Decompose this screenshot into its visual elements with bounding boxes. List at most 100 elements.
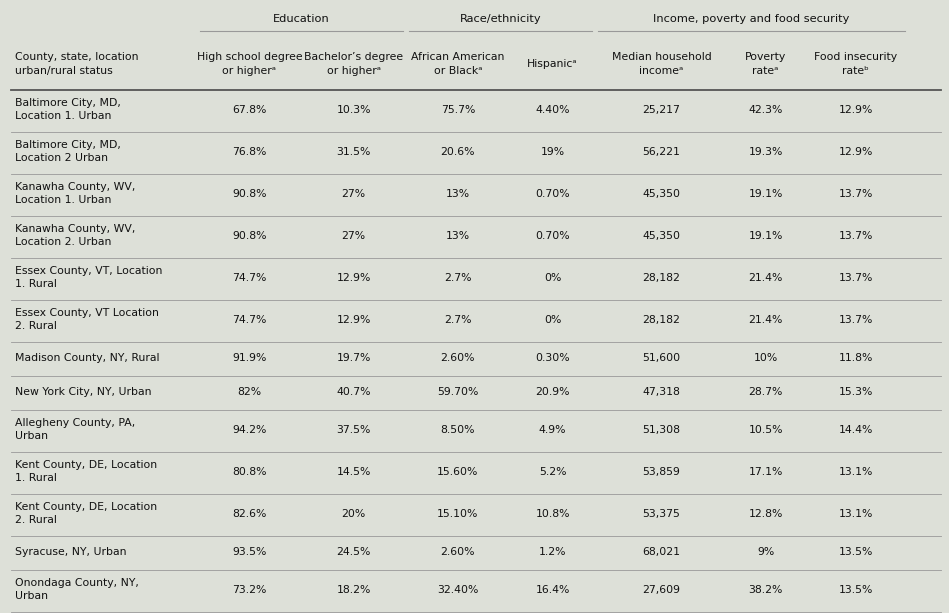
Text: 13.1%: 13.1% — [839, 466, 873, 477]
Text: 13.5%: 13.5% — [839, 585, 873, 595]
Text: 11.8%: 11.8% — [839, 353, 873, 363]
Text: 74.7%: 74.7% — [233, 314, 267, 325]
Text: Kanawha County, WV,
Location 2. Urban: Kanawha County, WV, Location 2. Urban — [15, 224, 136, 247]
Text: 56,221: 56,221 — [642, 147, 680, 157]
Text: Poverty
rateᵃ: Poverty rateᵃ — [745, 52, 787, 75]
Text: Race/ethnicity: Race/ethnicity — [459, 14, 541, 25]
Text: 94.2%: 94.2% — [233, 425, 267, 435]
Text: 16.4%: 16.4% — [535, 585, 569, 595]
Text: 90.8%: 90.8% — [233, 189, 267, 199]
Text: 37.5%: 37.5% — [337, 425, 371, 435]
Text: Allegheny County, PA,
Urban: Allegheny County, PA, Urban — [15, 418, 136, 441]
Text: 10.3%: 10.3% — [336, 105, 371, 115]
Text: 68,021: 68,021 — [642, 547, 680, 557]
Text: 13.7%: 13.7% — [839, 230, 873, 241]
Text: 0.70%: 0.70% — [535, 230, 570, 241]
Text: Kent County, DE, Location
2. Rural: Kent County, DE, Location 2. Rural — [15, 502, 158, 525]
Text: 53,375: 53,375 — [642, 509, 680, 519]
Text: 17.1%: 17.1% — [749, 466, 783, 477]
Text: 12.9%: 12.9% — [839, 105, 873, 115]
Text: 38.2%: 38.2% — [749, 585, 783, 595]
Text: 10.8%: 10.8% — [535, 509, 570, 519]
Text: 93.5%: 93.5% — [233, 547, 267, 557]
Text: 45,350: 45,350 — [642, 230, 680, 241]
Text: 73.2%: 73.2% — [233, 585, 267, 595]
Text: Income, poverty and food security: Income, poverty and food security — [654, 14, 850, 25]
Text: 32.40%: 32.40% — [437, 585, 478, 595]
Text: 12.9%: 12.9% — [337, 273, 371, 283]
Text: Madison County, NY, Rural: Madison County, NY, Rural — [15, 353, 159, 363]
Text: 0.70%: 0.70% — [535, 189, 570, 199]
Text: 13%: 13% — [446, 189, 470, 199]
Text: 42.3%: 42.3% — [749, 105, 783, 115]
Text: 15.60%: 15.60% — [437, 466, 478, 477]
Text: Food insecurity
rateᵇ: Food insecurity rateᵇ — [814, 52, 898, 75]
Text: 15.3%: 15.3% — [839, 387, 873, 397]
Text: 20.6%: 20.6% — [440, 147, 475, 157]
Text: Education: Education — [273, 14, 330, 25]
Text: 2.7%: 2.7% — [444, 273, 472, 283]
Text: Baltimore City, MD,
Location 2 Urban: Baltimore City, MD, Location 2 Urban — [15, 140, 121, 163]
Text: 24.5%: 24.5% — [337, 547, 371, 557]
Text: 59.70%: 59.70% — [437, 387, 478, 397]
Text: Bachelor’s degree
or higherᵃ: Bachelor’s degree or higherᵃ — [304, 52, 403, 75]
Text: 12.8%: 12.8% — [749, 509, 783, 519]
Text: 13.7%: 13.7% — [839, 189, 873, 199]
Text: 80.8%: 80.8% — [233, 466, 267, 477]
Text: Essex County, VT Location
2. Rural: Essex County, VT Location 2. Rural — [15, 308, 159, 331]
Text: 14.5%: 14.5% — [337, 466, 371, 477]
Text: 13%: 13% — [446, 230, 470, 241]
Text: 14.4%: 14.4% — [839, 425, 873, 435]
Text: County, state, location
urban/rural status: County, state, location urban/rural stat… — [15, 52, 139, 75]
Text: 51,308: 51,308 — [642, 425, 680, 435]
Text: 28,182: 28,182 — [642, 273, 680, 283]
Text: 67.8%: 67.8% — [233, 105, 267, 115]
Text: 82.6%: 82.6% — [233, 509, 267, 519]
Text: 20.9%: 20.9% — [535, 387, 570, 397]
Text: 2.60%: 2.60% — [440, 353, 475, 363]
Text: 74.7%: 74.7% — [233, 273, 267, 283]
Text: 13.7%: 13.7% — [839, 314, 873, 325]
Text: Baltimore City, MD,
Location 1. Urban: Baltimore City, MD, Location 1. Urban — [15, 98, 121, 121]
Text: Hispanicᵃ: Hispanicᵃ — [528, 59, 578, 69]
Text: Essex County, VT, Location
1. Rural: Essex County, VT, Location 1. Rural — [15, 266, 163, 289]
Text: Onondaga County, NY,
Urban: Onondaga County, NY, Urban — [15, 578, 140, 601]
Text: 28,182: 28,182 — [642, 314, 680, 325]
Text: 18.2%: 18.2% — [337, 585, 371, 595]
Text: 40.7%: 40.7% — [336, 387, 371, 397]
Text: 13.5%: 13.5% — [839, 547, 873, 557]
Text: 19.3%: 19.3% — [749, 147, 783, 157]
Text: 21.4%: 21.4% — [749, 273, 783, 283]
Text: 76.8%: 76.8% — [233, 147, 267, 157]
Text: 90.8%: 90.8% — [233, 230, 267, 241]
Text: 12.9%: 12.9% — [839, 147, 873, 157]
Text: 2.7%: 2.7% — [444, 314, 472, 325]
Text: 4.40%: 4.40% — [535, 105, 570, 115]
Text: 0%: 0% — [544, 273, 562, 283]
Text: 27%: 27% — [342, 230, 365, 241]
Text: New York City, NY, Urban: New York City, NY, Urban — [15, 387, 152, 397]
Text: 20%: 20% — [342, 509, 365, 519]
Text: 5.2%: 5.2% — [539, 466, 567, 477]
Text: 0.30%: 0.30% — [535, 353, 570, 363]
Text: 27,609: 27,609 — [642, 585, 680, 595]
Text: 28.7%: 28.7% — [749, 387, 783, 397]
Text: 12.9%: 12.9% — [337, 314, 371, 325]
Text: 0%: 0% — [544, 314, 562, 325]
Text: 47,318: 47,318 — [642, 387, 680, 397]
Text: 27%: 27% — [342, 189, 365, 199]
Text: 19.1%: 19.1% — [749, 230, 783, 241]
Text: 10.5%: 10.5% — [749, 425, 783, 435]
Text: 19.7%: 19.7% — [337, 353, 371, 363]
Text: 15.10%: 15.10% — [437, 509, 478, 519]
Text: Kanawha County, WV,
Location 1. Urban: Kanawha County, WV, Location 1. Urban — [15, 182, 136, 205]
Text: 75.7%: 75.7% — [440, 105, 475, 115]
Text: African American
or Blackᵃ: African American or Blackᵃ — [411, 52, 505, 75]
Text: 19%: 19% — [541, 147, 565, 157]
Text: 51,600: 51,600 — [642, 353, 680, 363]
Text: 45,350: 45,350 — [642, 189, 680, 199]
Text: Median household
incomeᵃ: Median household incomeᵃ — [611, 52, 712, 75]
Text: 91.9%: 91.9% — [233, 353, 267, 363]
Text: 2.60%: 2.60% — [440, 547, 475, 557]
Text: 21.4%: 21.4% — [749, 314, 783, 325]
